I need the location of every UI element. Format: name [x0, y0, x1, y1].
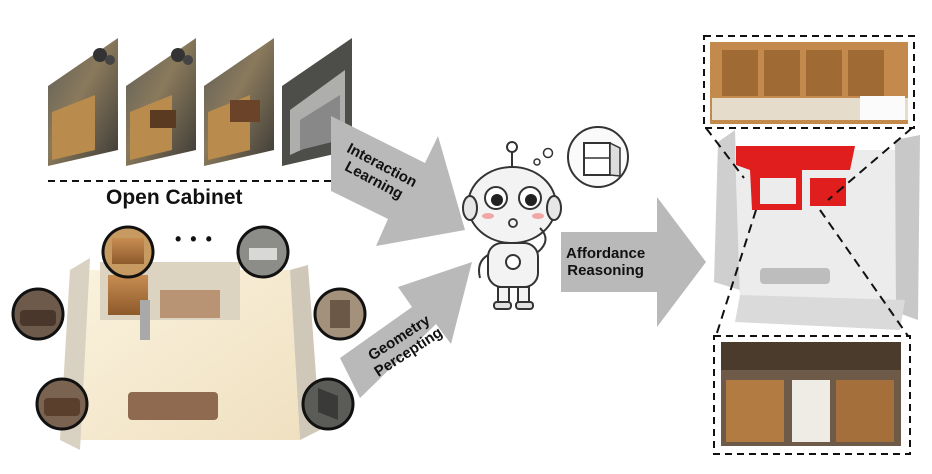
affordance-arrow — [561, 197, 706, 327]
object-crop-icon — [35, 377, 89, 431]
affordance-line2: Reasoning — [567, 262, 644, 279]
object-crop-icon — [313, 287, 367, 341]
cabinet-thought-icon — [533, 126, 629, 188]
kitchen-frame-icon — [204, 38, 274, 166]
object-crop-icon — [101, 225, 155, 279]
object-crop-icon — [11, 287, 65, 341]
geometry-arrow — [340, 262, 472, 398]
object-crop-icon — [236, 225, 290, 279]
object-crop-icon — [301, 377, 355, 431]
kitchen-frame-icon — [126, 38, 196, 166]
object-crops — [11, 225, 367, 431]
zoom-top — [703, 35, 915, 129]
zoom-bottom — [713, 335, 911, 455]
robot-mascot-icon — [462, 141, 562, 310]
pointcloud-scene — [714, 130, 920, 330]
scene-reconstruction — [60, 258, 320, 450]
video-frames — [48, 38, 352, 182]
interaction-arrow — [331, 116, 465, 246]
affordance-reasoning-label: Affordance Reasoning — [566, 245, 645, 279]
affordance-line1: Affordance — [566, 245, 646, 262]
kitchen-frame-icon — [48, 38, 118, 166]
ellipsis: • • • — [175, 229, 214, 249]
task-label: Open Cabinet — [106, 186, 243, 209]
